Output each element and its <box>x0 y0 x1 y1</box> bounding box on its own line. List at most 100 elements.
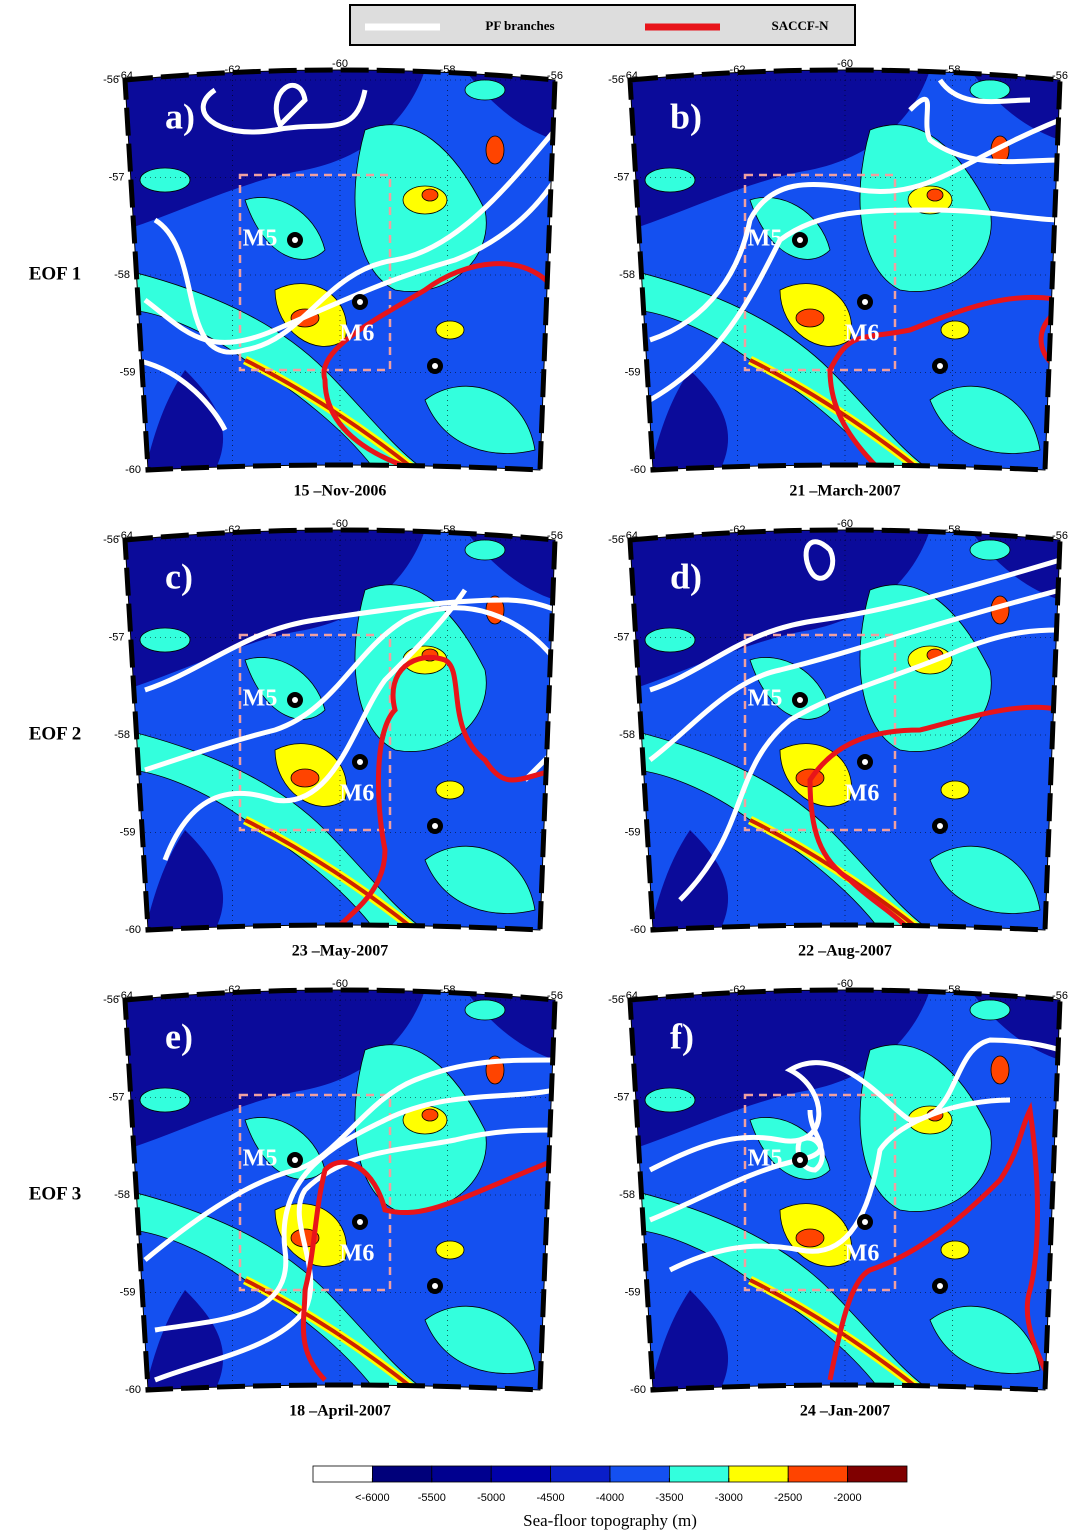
mooring-label: M6 <box>340 321 375 347</box>
lon-tick-label: -62 <box>225 64 241 76</box>
pf-branch <box>678 627 1060 902</box>
lon-tick-label: -62 <box>225 524 241 536</box>
panel-date: 18 –April-2007 <box>289 1403 391 1420</box>
lat-tick-label: -56 <box>608 534 624 546</box>
lat-tick-label: -60 <box>125 464 141 476</box>
pf-branch <box>908 96 1060 165</box>
lon-tick-label: -64 <box>622 70 638 82</box>
mooring-label: M6 <box>340 1241 375 1267</box>
lat-tick-label: -59 <box>625 1286 641 1298</box>
mooring-marker-center <box>937 1283 943 1289</box>
pf-branch <box>273 82 308 130</box>
lon-tick-label: -60 <box>837 518 853 530</box>
mooring-marker-center <box>797 1157 803 1163</box>
lon-tick-label: -64 <box>622 990 638 1002</box>
map-panel: M5 M6 b) -64 -62 -60 -58 -56 -56 -57 -58 -59 -60 <box>608 58 1068 476</box>
colorbar-segment <box>431 1465 492 1483</box>
pf-branch <box>144 605 555 773</box>
map-frame-inner <box>124 69 556 471</box>
mooring-label: M5 <box>243 226 278 252</box>
colorbar-tick-label: -2500 <box>774 1492 802 1504</box>
mooring-marker-center <box>292 697 298 703</box>
colorbar-segment <box>550 1465 611 1483</box>
panel-tag: d) <box>670 556 702 596</box>
colorbar-segment <box>669 1465 730 1483</box>
pf-branch <box>200 87 368 135</box>
lat-tick-label: -56 <box>103 994 119 1006</box>
panel-tag: a) <box>165 96 195 136</box>
colorbar-segment <box>312 1465 373 1483</box>
lon-tick-label: -60 <box>332 978 348 990</box>
study-box <box>743 173 897 372</box>
row-label: EOF 1 <box>29 263 82 284</box>
panel-tag: c) <box>165 556 193 596</box>
mooring-marker-center <box>357 299 363 305</box>
saccf-front <box>827 294 1060 470</box>
map-content: M5 M6 b) <box>630 70 1060 470</box>
row-label: EOF 2 <box>29 723 82 744</box>
pf-branch <box>134 357 228 432</box>
lat-tick-label: -56 <box>608 994 624 1006</box>
legend-label: PF branches <box>485 18 554 33</box>
map-panel: M5 M6 e) -64 -62 -60 -58 -56 -56 -57 -58 -59 -60 <box>103 978 563 1396</box>
colorbar-segment <box>728 1465 789 1483</box>
map-frame-inner <box>124 989 556 1391</box>
lon-tick-label: -56 <box>1052 530 1068 542</box>
mooring-label: M6 <box>340 781 375 807</box>
mooring-label: M5 <box>243 1146 278 1172</box>
lat-tick-label: -56 <box>103 534 119 546</box>
lat-tick-label: -59 <box>120 1286 136 1298</box>
pf-branch <box>143 178 555 345</box>
mooring-marker-center <box>357 759 363 765</box>
lat-tick-label: -58 <box>114 729 130 741</box>
map-content: M5 M6 e) <box>125 990 555 1390</box>
pf-branch <box>154 1127 555 1383</box>
lat-tick-label: -59 <box>120 366 136 378</box>
map-content: M5 M6 f) <box>630 990 1060 1390</box>
panel-tag: e) <box>165 1016 193 1056</box>
lon-tick-label: -56 <box>547 530 563 542</box>
study-box <box>743 1093 897 1292</box>
lon-tick-label: -58 <box>440 524 456 536</box>
colorbar-segment <box>490 1465 552 1483</box>
lon-tick-label: -56 <box>1052 990 1068 1002</box>
lat-tick-label: -60 <box>630 924 646 936</box>
lon-tick-label: -56 <box>547 70 563 82</box>
mooring-label: M6 <box>845 781 880 807</box>
lon-tick-label: -62 <box>225 984 241 996</box>
mooring-label: M5 <box>748 1146 783 1172</box>
lat-tick-label: -56 <box>103 74 119 86</box>
lon-tick-label: -62 <box>730 524 746 536</box>
mooring-marker-center <box>432 823 438 829</box>
lat-tick-label: -57 <box>109 1091 125 1103</box>
map-panel: M5 M6 a) -64 -62 -60 -58 -56 -56 -57 -58 -59 -60 <box>103 58 563 476</box>
lat-tick-label: -59 <box>625 826 641 838</box>
saccf-front <box>827 1101 1053 1382</box>
colorbar-label: Sea-floor topography (m) <box>523 1511 697 1530</box>
map-frame-inner <box>629 69 1061 471</box>
mooring-marker-center <box>292 237 298 243</box>
lat-tick-label: -57 <box>614 171 630 183</box>
colorbar-tick-label: -4500 <box>537 1492 565 1504</box>
colorbar-segment <box>787 1465 849 1483</box>
pf-branch <box>937 78 1031 105</box>
panel-date: 23 –May-2007 <box>292 943 388 960</box>
mooring-marker-center <box>432 363 438 369</box>
mooring-marker-center <box>797 697 803 703</box>
lat-tick-label: -60 <box>125 924 141 936</box>
saccf-front <box>300 1157 555 1382</box>
lon-tick-label: -62 <box>730 984 746 996</box>
lat-tick-label: -57 <box>614 631 630 643</box>
pf-branch <box>154 1087 555 1333</box>
lat-tick-label: -58 <box>619 1189 635 1201</box>
mooring-label: M5 <box>748 686 783 712</box>
map-panel: M5 M6 f) -64 -62 -60 -58 -56 -56 -57 -58 -59 -60 <box>608 978 1068 1396</box>
pf-branch <box>649 117 1060 343</box>
pf-branch <box>795 1135 825 1173</box>
mooring-marker-center <box>937 363 943 369</box>
lat-tick-label: -59 <box>625 366 641 378</box>
mooring-marker-center <box>292 1157 298 1163</box>
colorbar-tick-label: <-6000 <box>355 1492 390 1504</box>
saccf-front <box>333 654 555 930</box>
study-box <box>743 633 897 832</box>
